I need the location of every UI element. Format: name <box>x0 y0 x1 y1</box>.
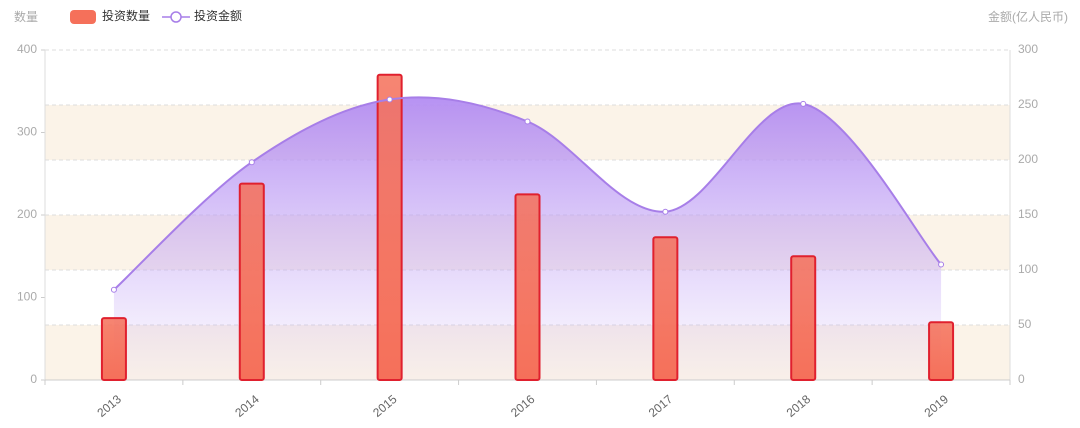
point <box>524 118 531 125</box>
legend-label: 投资数量 <box>102 8 150 23</box>
y2-tick-label: 100 <box>1018 262 1038 276</box>
y2-tick-label: 150 <box>1018 207 1038 221</box>
y-axis-title: 数量 <box>14 9 38 24</box>
point <box>386 96 393 103</box>
y-tick-label: 200 <box>17 207 37 221</box>
legend-swatch <box>70 10 96 24</box>
x-tick-label: 2013 <box>94 392 124 420</box>
point <box>938 261 945 268</box>
point <box>800 100 807 107</box>
legend-swatch <box>170 11 182 23</box>
bar <box>652 236 679 381</box>
point <box>662 208 669 215</box>
y2-tick-label: 200 <box>1018 152 1038 166</box>
bar <box>790 255 817 381</box>
y2-tick-label: 250 <box>1018 97 1038 111</box>
x-tick-label: 2018 <box>784 392 814 420</box>
y-tick-label: 300 <box>17 125 37 139</box>
point <box>110 286 117 293</box>
bar <box>238 182 265 381</box>
legend-label: 投资金额 <box>194 8 242 23</box>
y2-tick-label: 0 <box>1018 372 1025 386</box>
y-tick-label: 0 <box>30 372 37 386</box>
x-tick-label: 2015 <box>370 392 400 420</box>
bar <box>928 321 955 381</box>
bar <box>514 193 541 381</box>
bar <box>376 73 403 381</box>
bar <box>100 317 127 381</box>
x-tick-label: 2019 <box>922 392 952 420</box>
x-tick-label: 2017 <box>646 392 676 420</box>
y2-tick-label: 50 <box>1018 317 1032 331</box>
y-tick-label: 100 <box>17 290 37 304</box>
x-tick-label: 2014 <box>232 392 262 420</box>
y2-axis-title: 金额(亿人民币) <box>988 9 1068 24</box>
x-tick-label: 2016 <box>508 392 538 420</box>
point <box>248 159 255 166</box>
y-tick-label: 400 <box>17 42 37 56</box>
y2-tick-label: 300 <box>1018 42 1038 56</box>
